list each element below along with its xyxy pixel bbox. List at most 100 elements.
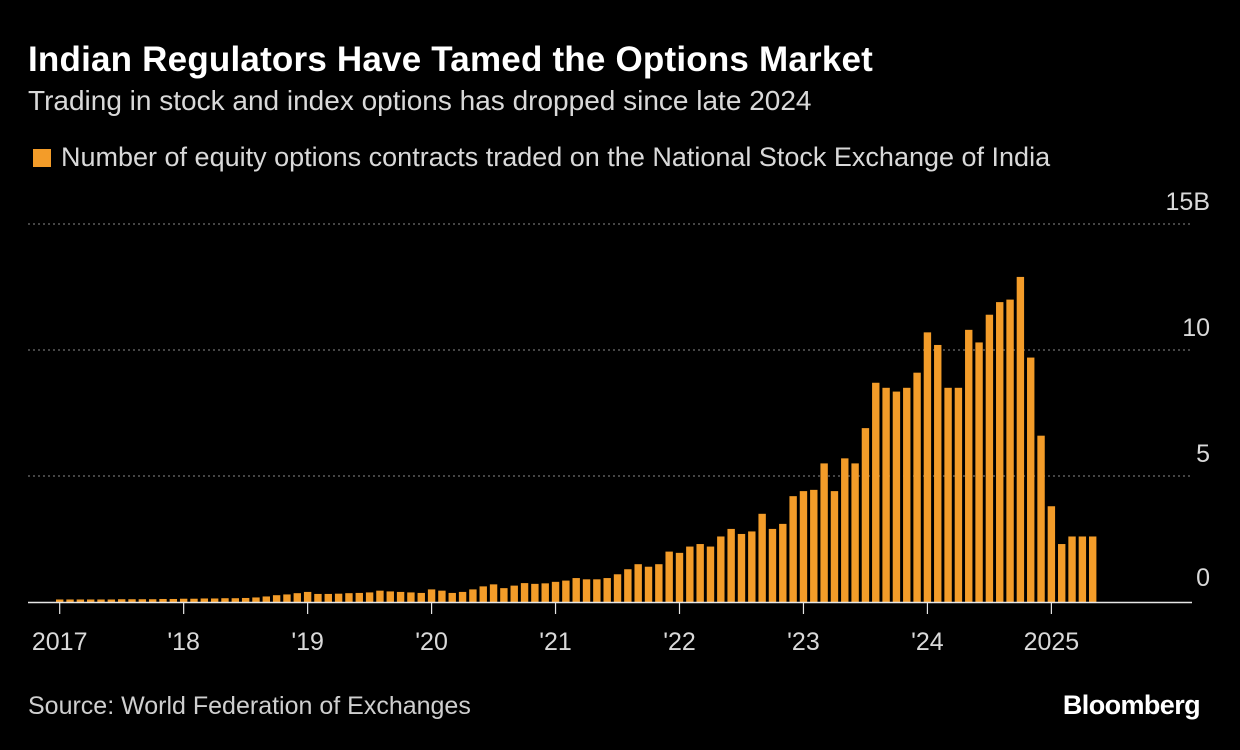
- bar: [541, 583, 549, 602]
- bar: [107, 599, 116, 602]
- bar: [861, 428, 870, 602]
- bar: [283, 594, 291, 602]
- bar: [231, 598, 240, 602]
- bar: [376, 590, 384, 602]
- bar: [696, 544, 704, 602]
- bar: [303, 591, 312, 602]
- bar: [686, 546, 694, 602]
- legend-label: Number of equity options contracts trade…: [61, 142, 1051, 172]
- bar: [613, 574, 622, 602]
- bar: [727, 528, 735, 602]
- source-note: Source: World Federation of Exchanges: [28, 692, 471, 720]
- bar: [975, 342, 983, 602]
- bar: [1078, 536, 1087, 602]
- bar: [1089, 536, 1097, 602]
- bar: [655, 564, 663, 602]
- legend-swatch: [33, 148, 51, 167]
- bar: [851, 463, 859, 602]
- bar: [582, 579, 591, 602]
- bar: [748, 531, 756, 602]
- y-tick-label: 5: [1196, 440, 1210, 468]
- bar: [200, 598, 209, 602]
- bar: [66, 599, 74, 602]
- bar: [56, 599, 64, 602]
- legend: Number of equity options contracts trade…: [33, 142, 1050, 173]
- bar: [634, 564, 642, 602]
- x-tick-label: '23: [787, 628, 820, 656]
- x-tick-label: '22: [663, 628, 696, 656]
- bar: [562, 580, 570, 602]
- bar: [262, 596, 270, 602]
- bar: [768, 528, 777, 602]
- x-tick-label: 2025: [1024, 628, 1080, 656]
- bar: [345, 593, 353, 602]
- bar: [396, 591, 405, 602]
- bar: [1047, 506, 1056, 602]
- bar: [438, 590, 446, 602]
- bar: [510, 585, 518, 602]
- bar: [1068, 536, 1076, 602]
- bar: [965, 329, 973, 602]
- bar: [179, 598, 188, 602]
- bar: [954, 387, 963, 602]
- bar: [758, 513, 766, 602]
- bar: [489, 584, 498, 602]
- bar: [551, 581, 560, 602]
- bar: [531, 583, 539, 602]
- bar: [944, 387, 952, 602]
- bar: [1027, 357, 1035, 602]
- bar: [334, 593, 343, 602]
- x-tick-label: '21: [539, 628, 572, 656]
- chart-title: Indian Regulators Have Tamed the Options…: [28, 40, 874, 79]
- bar: [128, 599, 136, 602]
- bar: [417, 592, 425, 602]
- bar: [872, 382, 880, 602]
- bar: [241, 597, 250, 602]
- bar: [76, 599, 85, 602]
- y-tick-label: 0: [1196, 564, 1210, 592]
- bar: [293, 593, 301, 602]
- bar: [624, 569, 632, 602]
- bar: [314, 593, 322, 602]
- bar: [458, 591, 467, 602]
- bar: [892, 391, 901, 602]
- bar: [603, 578, 611, 602]
- bar: [407, 592, 415, 602]
- bar: [934, 344, 942, 602]
- x-tick-label: '18: [167, 628, 200, 656]
- bar: [644, 566, 653, 602]
- bar: [810, 489, 818, 602]
- bar: [427, 589, 436, 602]
- bar: [520, 583, 529, 602]
- bar: [448, 592, 456, 602]
- bar: [365, 592, 374, 602]
- bar: [572, 578, 580, 602]
- bar: [799, 491, 808, 602]
- bar: [830, 491, 839, 602]
- bar: [148, 599, 157, 602]
- bar: [1016, 276, 1025, 602]
- bar: [593, 579, 601, 602]
- bar: [1058, 544, 1066, 602]
- x-tick-label: 2017: [32, 628, 88, 656]
- bar: [1006, 299, 1014, 602]
- bar: [138, 599, 147, 602]
- bar: [324, 593, 332, 602]
- x-tick-label: '24: [911, 628, 944, 656]
- bar: [272, 595, 281, 602]
- bar: [97, 599, 105, 602]
- bar: [500, 588, 508, 602]
- bar: [169, 598, 178, 602]
- bar: [923, 332, 932, 602]
- bar: [665, 551, 673, 602]
- bar: [252, 597, 260, 602]
- bar: [159, 598, 167, 602]
- bar: [210, 598, 219, 602]
- y-tick-label: 15B: [1166, 188, 1210, 216]
- bar: [221, 598, 229, 602]
- bar: [903, 387, 911, 602]
- y-tick-label: 10: [1182, 314, 1210, 342]
- bar: [841, 458, 849, 602]
- bar: [717, 536, 725, 602]
